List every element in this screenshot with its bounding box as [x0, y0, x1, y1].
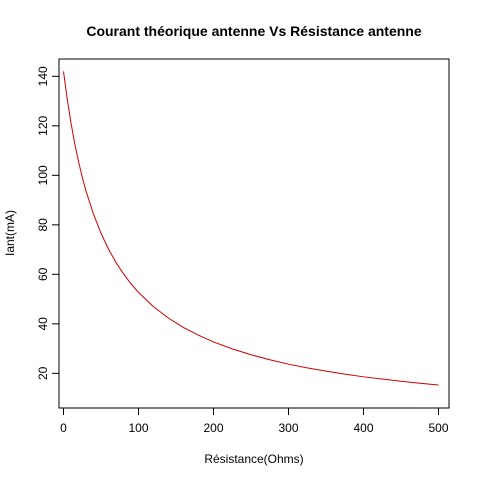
y-tick-label: 40 [36, 317, 50, 331]
chart-title: Courant théorique antenne Vs Résistance … [86, 23, 422, 39]
x-tick-label: 0 [60, 421, 67, 435]
x-axis: 0 100 200 300 400 500 [60, 407, 449, 435]
y-tick-label: 140 [36, 66, 50, 86]
x-tick-label: 400 [353, 421, 373, 435]
x-axis-label: Résistance(Ohms) [204, 452, 303, 466]
x-tick-label: 100 [128, 421, 148, 435]
x-tick-label: 300 [278, 421, 298, 435]
y-tick-label: 120 [36, 115, 50, 135]
y-tick-label: 100 [36, 165, 50, 185]
y-tick-label: 80 [36, 218, 50, 232]
y-axis: 20 40 60 80 100 120 140 [36, 66, 60, 380]
y-tick-label: 60 [36, 267, 50, 281]
series-line-0 [63, 71, 439, 386]
y-axis-label: Iant(mA) [3, 210, 17, 256]
x-tick-label: 200 [203, 421, 223, 435]
plot-area [58, 58, 450, 409]
y-tick-label: 20 [36, 366, 50, 380]
x-tick-label: 500 [428, 421, 448, 435]
